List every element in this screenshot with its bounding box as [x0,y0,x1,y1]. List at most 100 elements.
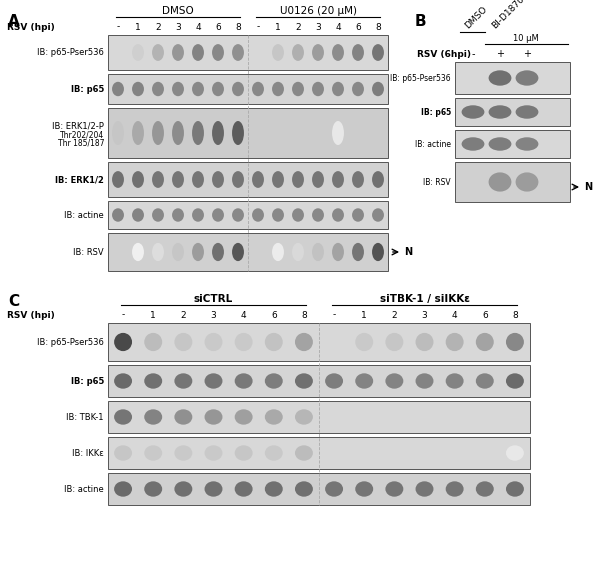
Ellipse shape [175,445,193,461]
Text: B: B [415,14,427,29]
Ellipse shape [252,82,264,96]
Ellipse shape [489,172,511,192]
Ellipse shape [204,445,222,461]
Ellipse shape [489,70,511,86]
Bar [455,162,570,202]
Ellipse shape [415,373,433,389]
Text: 2: 2 [295,22,301,31]
Ellipse shape [295,373,313,389]
Text: IB: p65: IB: p65 [70,376,104,385]
Ellipse shape [312,243,324,261]
Text: 4: 4 [335,22,341,31]
Ellipse shape [332,121,344,145]
Text: 8: 8 [375,22,381,31]
Text: 4: 4 [452,310,458,320]
Ellipse shape [372,208,384,222]
Ellipse shape [114,410,132,425]
Text: 4: 4 [241,310,247,320]
Text: 2: 2 [392,310,397,320]
Text: IB: p65-Pser536: IB: p65-Pser536 [37,338,104,347]
Ellipse shape [292,171,304,188]
Ellipse shape [132,208,144,222]
Text: 3: 3 [210,310,216,320]
Ellipse shape [265,410,283,425]
Ellipse shape [112,82,124,96]
Ellipse shape [292,82,304,96]
Ellipse shape [112,121,124,145]
Ellipse shape [144,445,162,461]
Ellipse shape [232,82,244,96]
Ellipse shape [272,82,284,96]
Ellipse shape [372,44,384,61]
Ellipse shape [506,373,524,389]
Ellipse shape [516,105,538,119]
Ellipse shape [204,373,222,389]
Bar [455,62,570,94]
Ellipse shape [152,82,164,96]
Ellipse shape [386,481,403,496]
Bar [108,401,530,433]
Text: IB: p65-Pser536: IB: p65-Pser536 [390,73,451,82]
Ellipse shape [386,373,403,389]
Ellipse shape [132,44,144,61]
Ellipse shape [132,243,144,261]
Text: IB: p65-Pser536: IB: p65-Pser536 [37,48,104,57]
Ellipse shape [212,82,224,96]
Ellipse shape [172,44,184,61]
Ellipse shape [386,333,403,351]
Text: RSV (hpi): RSV (hpi) [7,310,55,320]
Ellipse shape [332,208,344,222]
Ellipse shape [192,44,204,61]
Bar [108,437,530,469]
Ellipse shape [192,243,204,261]
Ellipse shape [489,105,511,119]
Ellipse shape [175,333,193,351]
Ellipse shape [325,481,343,496]
Ellipse shape [144,373,162,389]
Ellipse shape [352,243,364,261]
Text: +: + [523,49,531,59]
Ellipse shape [235,481,253,496]
Ellipse shape [152,121,164,145]
Bar [108,162,388,197]
Text: 2: 2 [181,310,186,320]
Ellipse shape [332,44,344,61]
Ellipse shape [352,44,364,61]
Ellipse shape [312,82,324,96]
Ellipse shape [232,171,244,188]
Ellipse shape [272,243,284,261]
Ellipse shape [355,373,373,389]
Text: 3: 3 [175,22,181,31]
Text: A: A [8,14,20,29]
Text: N: N [404,247,412,257]
Text: IB: RSV: IB: RSV [73,247,104,256]
Ellipse shape [114,481,132,496]
Text: 6: 6 [271,310,277,320]
Ellipse shape [172,171,184,188]
Text: 4: 4 [195,22,201,31]
Text: 10 μM: 10 μM [513,34,538,43]
Ellipse shape [516,70,538,86]
Ellipse shape [265,373,283,389]
Ellipse shape [461,137,485,151]
Ellipse shape [516,137,538,151]
Text: 8: 8 [301,310,307,320]
Ellipse shape [516,172,538,192]
Ellipse shape [372,82,384,96]
Ellipse shape [355,333,373,351]
Ellipse shape [415,333,433,351]
Ellipse shape [415,481,433,496]
Ellipse shape [476,333,493,351]
Ellipse shape [152,243,164,261]
Text: 8: 8 [512,310,518,320]
Text: 1: 1 [135,22,141,31]
Text: IB: actine: IB: actine [64,210,104,219]
Ellipse shape [272,44,284,61]
Ellipse shape [204,410,222,425]
Text: RSV (hpi): RSV (hpi) [7,22,55,31]
Ellipse shape [476,373,493,389]
Ellipse shape [506,445,524,461]
Bar [108,323,530,361]
Text: 6: 6 [215,22,221,31]
Text: Thr 185/187: Thr 185/187 [57,139,104,148]
